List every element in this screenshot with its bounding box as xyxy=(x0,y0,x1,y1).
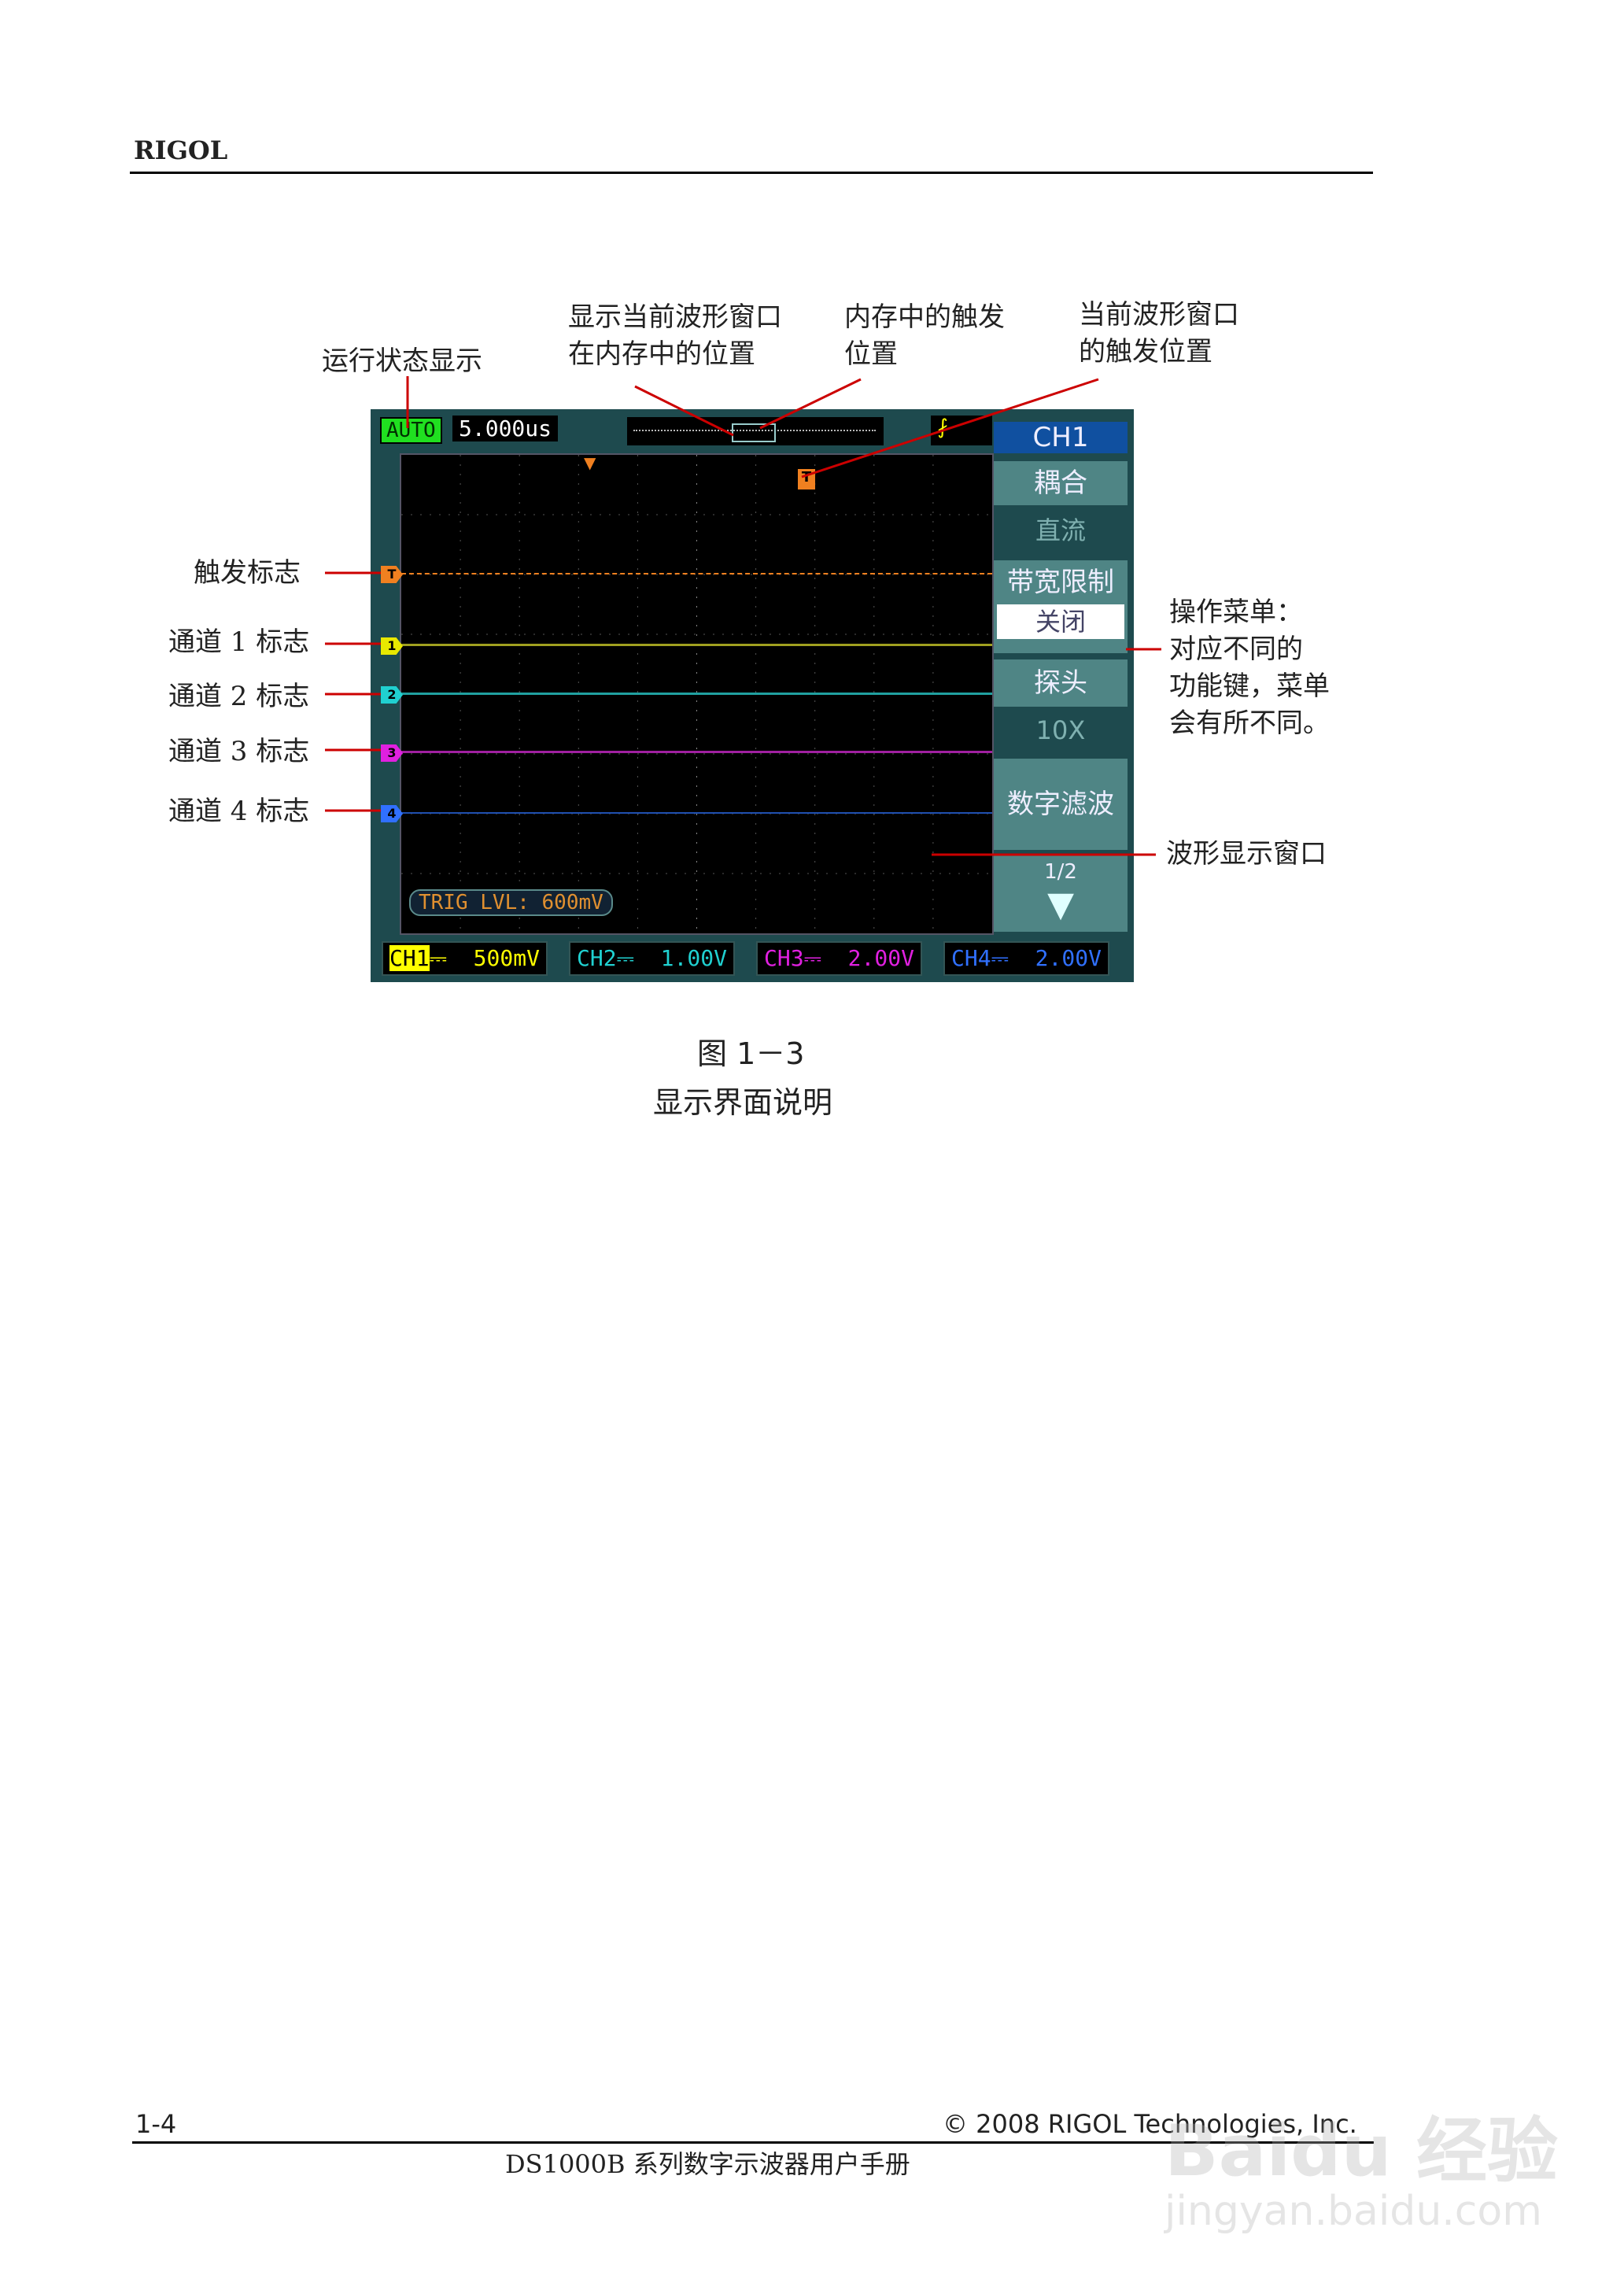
label-wave-window: 波形显示窗口 xyxy=(1166,838,1327,870)
menu-probe-value: 10X xyxy=(1035,715,1086,745)
label-trigger-mark: 触发标志 xyxy=(194,557,301,589)
ch1-trace: 1 xyxy=(381,637,992,655)
page-number: 1-4 xyxy=(135,2109,177,2139)
menu-digital-filter-button[interactable]: 数字滤波 xyxy=(994,759,1128,850)
menu-probe-button[interactable]: 探头 xyxy=(994,659,1128,707)
menu-bandwidth-value: 关闭 xyxy=(997,604,1124,639)
ch3-trace: 3 xyxy=(381,744,992,762)
ch2-trace: 2 xyxy=(381,686,992,704)
ch1-name: CH1 xyxy=(389,945,430,971)
trigger-marker[interactable]: T xyxy=(381,566,403,583)
label-mem-trig-1: 内存中的触发 xyxy=(844,301,1005,333)
ch2-scale-value: 1.00V xyxy=(660,945,727,971)
run-status-badge: AUTO xyxy=(380,417,442,444)
label-menu-3: 功能键，菜单 xyxy=(1169,670,1330,702)
header-divider xyxy=(130,172,1373,174)
label-ch1-mark: 通道 1 标志 xyxy=(168,626,310,658)
label-mem-trig-2: 位置 xyxy=(844,338,898,370)
ch1-marker[interactable]: 1 xyxy=(381,637,403,655)
label-menu-4: 会有所不同。 xyxy=(1169,707,1330,739)
copyright: © 2008 RIGOL Technologies, Inc. xyxy=(943,2109,1357,2139)
ch4-scale-value: 2.00V xyxy=(1035,945,1102,971)
menu-title: CH1 xyxy=(994,422,1128,453)
ch3-scale[interactable]: CH3⎓ 2.00V xyxy=(756,941,922,976)
ch3-scale-value: 2.00V xyxy=(847,945,914,971)
ch4-name: CH4 xyxy=(951,945,991,971)
timebase-readout: 5.000us xyxy=(452,416,559,441)
label-window-pos-2: 在内存中的位置 xyxy=(568,338,755,370)
ch1-scale-value: 500mV xyxy=(473,945,540,971)
watermark-url: jingyan.baidu.com xyxy=(1164,2188,1542,2235)
ch2-name: CH2 xyxy=(577,945,617,971)
brand-header: RIGOL xyxy=(134,135,228,165)
waveform-grid: ▼ T T 1 2 3 4 TRIG LVL: 600mV xyxy=(381,453,994,935)
ch1-scale[interactable]: CH1⎓ 500mV xyxy=(382,941,548,976)
oscilloscope-screen: AUTO 5.000us ⨏ ▼ T T 1 2 3 4 TRIG LVL: 6… xyxy=(371,409,1134,982)
ch2-marker[interactable]: 2 xyxy=(381,686,403,704)
ch3-marker[interactable]: 3 xyxy=(381,744,403,762)
label-cur-trig-1: 当前波形窗口 xyxy=(1079,299,1239,331)
leader-mem-trig xyxy=(759,378,862,430)
footer-divider xyxy=(132,2141,1374,2144)
ch4-trace: 4 xyxy=(381,805,992,822)
label-menu-1: 操作菜单： xyxy=(1169,597,1303,628)
ch3-name: CH3 xyxy=(764,945,804,971)
leader-cur-trig xyxy=(801,378,1099,478)
trigger-level-line: T xyxy=(381,566,992,583)
ch2-scale[interactable]: CH2⎓ 1.00V xyxy=(569,941,735,976)
label-cur-trig-2: 的触发位置 xyxy=(1079,336,1212,368)
memory-trigger-arrow-icon: ▼ xyxy=(584,453,596,472)
memory-position-bar xyxy=(627,417,884,445)
label-window-pos-1: 显示当前波形窗口 xyxy=(568,301,782,333)
figure-title: 显示界面说明 xyxy=(653,1085,833,1120)
watermark-logo: Baidu 经验 xyxy=(1164,2110,1559,2192)
trigger-level-readout: TRIG LVL: 600mV xyxy=(409,889,613,916)
label-ch2-mark: 通道 2 标志 xyxy=(168,681,310,712)
label-menu-2: 对应不同的 xyxy=(1169,634,1303,665)
memory-waveform xyxy=(633,430,876,431)
leader-window-pos xyxy=(634,385,734,437)
label-run-status: 运行状态显示 xyxy=(322,345,482,377)
ch4-scale[interactable]: CH4⎓ 2.00V xyxy=(943,941,1109,976)
leader-lines xyxy=(325,376,1161,856)
menu-page-indicator: 1/2 xyxy=(1044,860,1077,884)
figure-number: 图 1－3 xyxy=(697,1036,805,1071)
label-ch4-mark: 通道 4 标志 xyxy=(168,796,310,827)
window-position-box xyxy=(732,423,776,442)
ch4-marker[interactable]: 4 xyxy=(381,805,403,822)
label-ch3-mark: 通道 3 标志 xyxy=(168,736,310,767)
manual-title: DS1000B 系列数字示波器用户手册 xyxy=(505,2149,910,2179)
menu-coupling-value: 直流 xyxy=(1035,515,1086,545)
trigger-edge-icon: ⨏ xyxy=(931,416,992,445)
menu-coupling-button[interactable]: 耦合 xyxy=(994,461,1128,505)
menu-bandwidth-label: 带宽限制 xyxy=(1007,567,1114,598)
menu-next-page-button[interactable]: 1/2 ▼ xyxy=(994,855,1128,932)
arrow-down-icon: ▼ xyxy=(1047,885,1074,925)
menu-bandwidth-button[interactable]: 带宽限制 关闭 xyxy=(994,560,1128,653)
